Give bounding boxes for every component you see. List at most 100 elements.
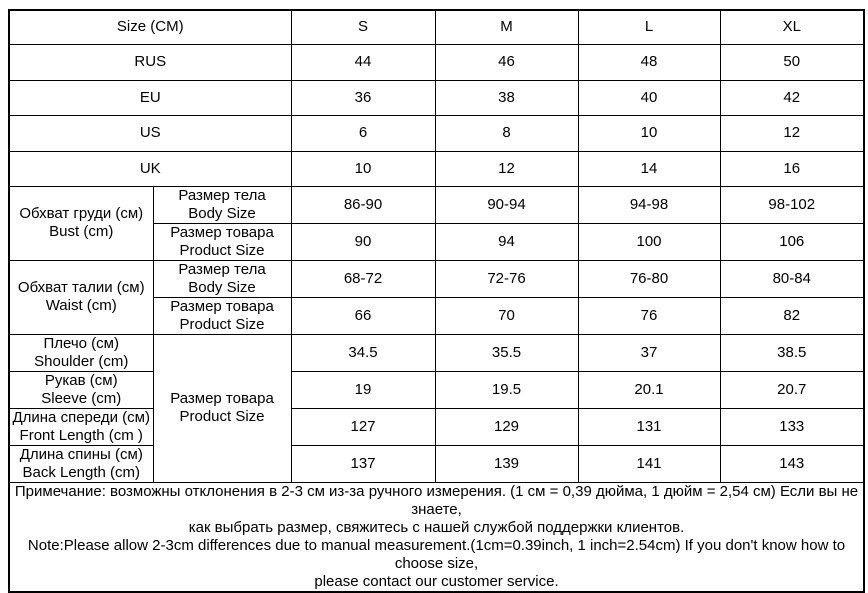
table-row-back-length: Длина спины (см) Back Length (cm) 137 13… (8, 444, 865, 483)
waist-product-value-m: 70 (434, 296, 579, 335)
uk-value-xl: 16 (719, 150, 865, 187)
eu-label: EU (8, 79, 292, 116)
size-col-m: M (434, 9, 579, 45)
shoulder-value-s: 34.5 (290, 333, 436, 372)
back-length-value-l: 141 (577, 444, 721, 483)
rus-value-m: 46 (434, 43, 579, 81)
front-length-value-s: 127 (290, 407, 436, 446)
waist-product-value-xl: 82 (719, 296, 865, 335)
note-cell: Примечание: возможны отклонения в 2-3 см… (8, 481, 865, 592)
back-length-label: Длина спины (см) Back Length (cm) (8, 444, 154, 483)
table-row-waist-product: Размер товара Product Size 66 70 76 82 (9, 296, 865, 335)
eu-value-xl: 42 (719, 79, 865, 116)
us-value-m: 8 (434, 114, 579, 152)
table-row-rus: RUS 44 46 48 50 (8, 43, 865, 81)
uk-value-l: 14 (577, 150, 721, 187)
table-row-eu: EU 36 38 40 42 (8, 79, 865, 116)
bust-product-type: Размер товара Product Size (152, 222, 292, 261)
table-row-waist-body: Обхват талии (см) Waist (cm) Размер тела… (8, 259, 865, 335)
table-row-uk: UK 10 12 14 16 (8, 150, 865, 187)
bust-label: Обхват груди (см) Bust (cm) (8, 185, 154, 261)
waist-body-value-m: 72-76 (434, 259, 579, 298)
bust-product-value-s: 90 (290, 222, 436, 261)
shoulder-value-xl: 38.5 (719, 333, 865, 372)
us-label: US (8, 114, 292, 152)
bust-product-value-l: 100 (577, 222, 721, 261)
bust-product-type-en: Product Size (179, 241, 265, 259)
rus-label: RUS (8, 43, 292, 81)
sleeve-label-en: Sleeve (cm) (41, 389, 122, 407)
table-row-bust-product: Размер товара Product Size 90 94 100 106 (9, 222, 865, 261)
sleeve-value-xl: 20.7 (719, 370, 865, 409)
sleeve-label-ru: Рукав (см) (44, 371, 118, 389)
size-header-label: Size (CM) (8, 9, 292, 45)
front-length-value-xl: 133 (719, 407, 865, 446)
shoulder-value-m: 35.5 (434, 333, 579, 372)
bust-product-type-ru: Размер товара (170, 223, 274, 241)
shoulder-label-ru: Плечо (см) (43, 334, 119, 352)
front-length-value-l: 131 (577, 407, 721, 446)
rus-value-s: 44 (290, 43, 436, 81)
table-row-us: US 6 8 10 12 (8, 114, 865, 152)
size-col-l: L (577, 9, 721, 45)
waist-body-value-s: 68-72 (290, 259, 436, 298)
shoulder-label: Плечо (см) Shoulder (cm) (8, 333, 154, 372)
us-value-s: 6 (290, 114, 436, 152)
garment-product-size-ru: Размер товара (170, 390, 274, 407)
sleeve-value-s: 19 (290, 370, 436, 409)
bust-product-value-m: 94 (434, 222, 579, 261)
rus-value-xl: 50 (719, 43, 865, 81)
sleeve-value-l: 20.1 (577, 370, 721, 409)
sleeve-value-m: 19.5 (434, 370, 579, 409)
waist-product-type-ru: Размер товара (170, 297, 274, 315)
note-line-ru-2: как выбрать размер, свяжитесь с нашей сл… (188, 518, 685, 536)
eu-value-s: 36 (290, 79, 436, 116)
back-length-label-ru: Длина спины (см) (19, 445, 143, 463)
waist-label-en: Waist (cm) (45, 297, 117, 314)
waist-body-type: Размер тела Body Size (152, 259, 292, 298)
eu-value-l: 40 (577, 79, 721, 116)
bust-body-type: Размер тела Body Size (152, 185, 292, 224)
table-row-front-length: Длина спереди (см) Front Length (cm ) 12… (8, 407, 865, 446)
bust-body-value-m: 90-94 (434, 185, 579, 224)
uk-label: UK (8, 150, 292, 187)
table-row-bust-body: Обхват груди (см) Bust (cm) Размер тела … (8, 185, 865, 261)
back-length-value-m: 139 (434, 444, 579, 483)
front-length-value-m: 129 (434, 407, 579, 446)
bust-body-value-l: 94-98 (577, 185, 721, 224)
uk-value-s: 10 (290, 150, 436, 187)
rus-value-l: 48 (577, 43, 721, 81)
back-length-value-xl: 143 (719, 444, 865, 483)
table-row-note: Примечание: возможны отклонения в 2-3 см… (8, 481, 865, 592)
table-row-shoulder: Плечо (см) Shoulder (cm) Размер товара P… (8, 333, 865, 483)
waist-product-type-en: Product Size (179, 315, 265, 333)
sleeve-label: Рукав (см) Sleeve (cm) (8, 370, 154, 409)
bust-body-value-xl: 98-102 (719, 185, 865, 224)
garment-product-size-label: Размер товара Product Size (152, 333, 292, 483)
back-length-label-en: Back Length (cm) (22, 463, 141, 481)
table-row-sleeve: Рукав (см) Sleeve (cm) 19 19.5 20.1 20.7 (8, 370, 865, 409)
eu-value-m: 38 (434, 79, 579, 116)
back-length-value-s: 137 (290, 444, 436, 483)
waist-body-value-l: 76-80 (577, 259, 721, 298)
waist-product-value-s: 66 (290, 296, 436, 335)
bust-label-en: Bust (cm) (49, 223, 114, 240)
table-row-size-header: Size (CM) S M L XL (8, 9, 865, 45)
bust-label-ru: Обхват груди (см) (19, 205, 144, 222)
front-length-label: Длина спереди (см) Front Length (cm ) (8, 407, 154, 446)
bust-product-value-xl: 106 (719, 222, 865, 261)
shoulder-label-en: Shoulder (cm) (34, 352, 129, 370)
note-line-ru-1: Примечание: возможны отклонения в 2-3 см… (14, 482, 859, 518)
us-value-xl: 12 (719, 114, 865, 152)
waist-product-type: Размер товара Product Size (152, 296, 292, 335)
us-value-l: 10 (577, 114, 721, 152)
bust-body-value-s: 86-90 (290, 185, 436, 224)
note-line-en-2: please contact our customer service. (314, 572, 559, 590)
waist-product-value-l: 76 (577, 296, 721, 335)
waist-body-value-xl: 80-84 (719, 259, 865, 298)
size-col-s: S (290, 9, 436, 45)
front-length-label-en: Front Length (cm ) (19, 426, 143, 444)
waist-body-type-ru: Размер тела (178, 260, 266, 278)
size-chart-table: Size (CM) S M L XL RUS 44 46 48 50 EU 36… (8, 9, 866, 593)
bust-body-type-en: Body Size (188, 204, 256, 222)
